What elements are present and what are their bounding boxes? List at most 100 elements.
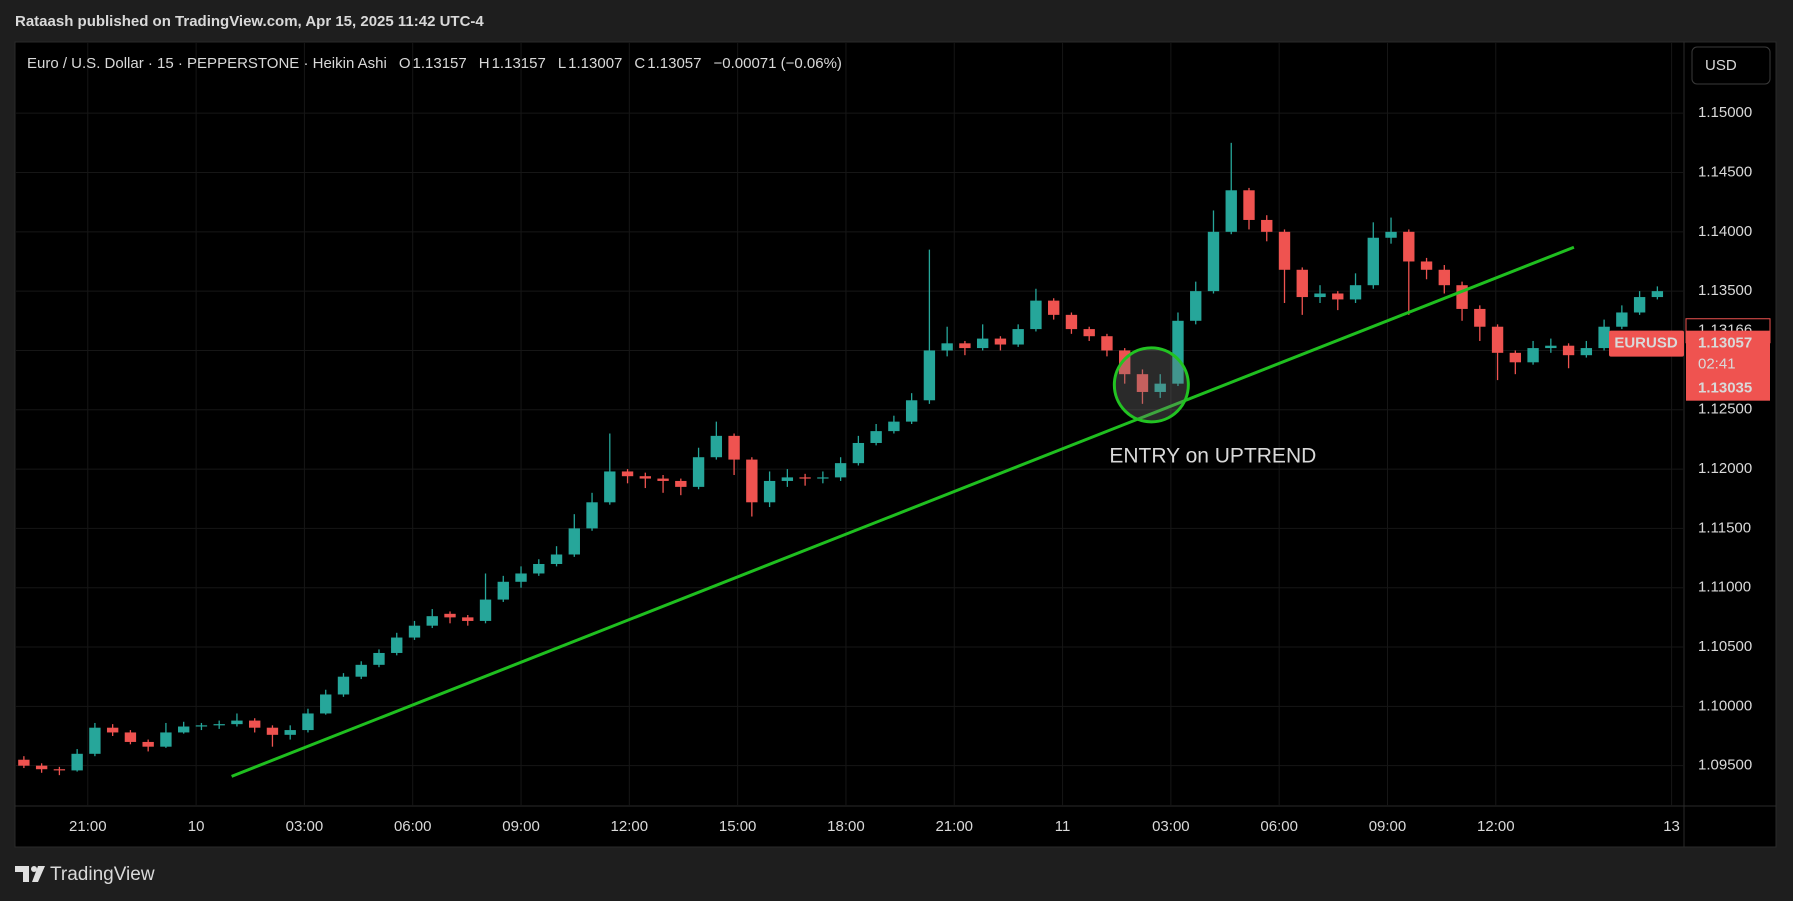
candle-body (941, 343, 953, 351)
y-tick-label: 1.14000 (1698, 223, 1752, 240)
candle-body (905, 400, 918, 422)
candle-body (639, 476, 651, 479)
candle-body (817, 477, 829, 479)
x-tick-label: 18:00 (827, 818, 865, 835)
candle-body (1048, 300, 1060, 315)
y-tick-label: 1.15000 (1698, 104, 1752, 121)
candle-body (1580, 348, 1593, 356)
candle-body (355, 664, 367, 677)
candle-body (160, 732, 172, 747)
x-tick-label: 10 (188, 818, 205, 835)
entry-circle (1112, 346, 1190, 424)
candle-body (1030, 300, 1042, 330)
candle-body (1332, 293, 1344, 300)
symbol-badge-label: EURUSD (1614, 335, 1678, 352)
candle-body (976, 338, 989, 349)
candle-body (888, 421, 900, 432)
candle-body (1172, 320, 1184, 384)
candle-body (1278, 231, 1291, 270)
ohlc-label: O (399, 55, 411, 72)
candle-body (266, 727, 279, 735)
y-tick-label: 1.13500 (1698, 282, 1752, 299)
candle-body (1083, 329, 1095, 337)
candle-body (1101, 336, 1113, 351)
candle-body (142, 741, 154, 747)
candle-body (1225, 190, 1237, 232)
candle-body (728, 435, 740, 460)
candle-body (337, 676, 350, 695)
price-change: −0.00071 (−0.06%) (713, 55, 841, 72)
candle-body (1545, 345, 1557, 349)
candle-body (1367, 237, 1379, 286)
candle-body (1438, 269, 1450, 286)
candle-body (1456, 285, 1468, 309)
candle-body (479, 599, 492, 621)
candle-body (391, 637, 403, 653)
candle-body (1261, 219, 1273, 232)
ohlc-value: 1.13157 (413, 55, 467, 72)
annotation-text: ENTRY on UPTREND (1109, 444, 1316, 467)
ohlc-label: C (634, 55, 645, 72)
candle-body (568, 528, 580, 555)
x-tick-label: 21:00 (935, 818, 973, 835)
price-badge (1686, 330, 1770, 401)
y-tick-label: 1.09500 (1698, 757, 1752, 774)
price-badge-label: 1.13057 (1698, 335, 1752, 352)
ohlc-label: L (558, 55, 566, 72)
candle-body (923, 350, 936, 401)
x-tick-label: 03:00 (286, 818, 324, 835)
candle-body (852, 442, 865, 464)
candle-body (1119, 350, 1131, 375)
low-badge-label: 1.13035 (1698, 380, 1752, 397)
candle-body (799, 477, 811, 479)
candle-body (497, 581, 509, 600)
candle-body (1349, 285, 1362, 300)
candle-body (1598, 326, 1610, 349)
candle-body (1136, 374, 1149, 392)
candle-body (781, 477, 794, 481)
candle-body (18, 759, 30, 766)
y-tick-label: 1.12000 (1698, 460, 1752, 477)
tradingview-logo (15, 866, 45, 882)
publisher-line: Rataash published on TradingView.com, Ap… (15, 13, 484, 30)
y-tick-label: 1.10500 (1698, 638, 1752, 655)
candle-body (1562, 345, 1575, 356)
ohlc-value: 1.13007 (568, 55, 622, 72)
x-tick-label: 06:00 (1260, 818, 1298, 835)
candle-body (621, 471, 634, 477)
x-tick-label: 12:00 (1477, 818, 1515, 835)
currency-button[interactable] (1691, 46, 1771, 85)
candle-body (1296, 269, 1308, 298)
candle-body (1633, 297, 1646, 313)
candle-body (586, 502, 598, 529)
currency-label[interactable]: USD (1705, 57, 1737, 74)
candle-body (1154, 383, 1166, 392)
candle-body (1420, 261, 1433, 270)
chart-title: Euro / U.S. Dollar · 15 · PEPPERSTONE · … (27, 55, 387, 72)
trendline (231, 245, 1575, 778)
candle-body (1491, 326, 1504, 353)
candle-body (302, 713, 314, 731)
candle-body (1065, 314, 1078, 330)
candle-body (515, 573, 527, 582)
candle-body (320, 694, 332, 714)
candle-body (1207, 231, 1220, 292)
candle-body (71, 753, 83, 771)
x-tick-label: 13 (1663, 818, 1680, 835)
y-tick-label: 1.11500 (1698, 519, 1751, 536)
candle-body (231, 720, 243, 725)
x-tick-label: 12:00 (611, 818, 649, 835)
symbol-badge (1609, 330, 1684, 357)
chart-panel (14, 41, 1777, 848)
candle-body (213, 724, 225, 726)
candle-body (763, 480, 776, 503)
x-tick-label: 21:00 (69, 818, 107, 835)
candle-body (177, 726, 190, 733)
candle-body (462, 617, 474, 621)
x-tick-label: 11 (1055, 818, 1071, 835)
candle-body (1385, 231, 1397, 238)
candle-body (604, 471, 616, 503)
candle-body (657, 478, 669, 481)
candle-body (89, 727, 101, 754)
